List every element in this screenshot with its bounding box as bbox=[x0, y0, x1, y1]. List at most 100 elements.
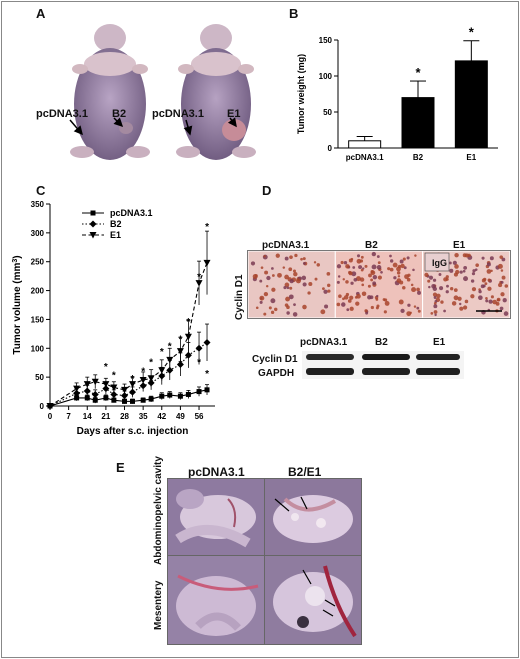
histo-nucleus-2-5 bbox=[445, 275, 449, 279]
histo-nucleus-2-77 bbox=[440, 300, 444, 304]
histo-nucleus-1-97 bbox=[372, 281, 377, 286]
histo-nucleus-2-84 bbox=[470, 294, 475, 299]
histo-nucleus-2-95 bbox=[451, 301, 457, 306]
histo-nucleus-1-21 bbox=[416, 287, 420, 292]
histo-col-2: B2 bbox=[365, 240, 378, 251]
histo-nucleus-2-58 bbox=[463, 305, 468, 310]
histo-nucleus-0-0 bbox=[289, 286, 293, 290]
histo-nucleus-0-37 bbox=[255, 306, 259, 310]
histo-nucleus-2-75 bbox=[449, 268, 454, 273]
histo-nucleus-2-55 bbox=[433, 296, 437, 299]
c-point-0-4 bbox=[103, 395, 109, 401]
histo-nucleus-0-15 bbox=[326, 271, 331, 276]
c-star-6: * bbox=[168, 341, 172, 352]
histo-nucleus-2-3 bbox=[443, 309, 446, 313]
c-line-2 bbox=[49, 262, 208, 407]
c-point-0-11 bbox=[167, 392, 173, 398]
c-point-0-5 bbox=[111, 397, 117, 403]
c-star-18: * bbox=[205, 369, 209, 380]
histo-row-label: Cyclin D1 bbox=[234, 274, 245, 320]
histo-nucleus-1-47 bbox=[410, 283, 414, 287]
c-point-0-14 bbox=[196, 389, 202, 395]
c-star-14: * bbox=[168, 366, 172, 377]
histo-nucleus-1-80 bbox=[376, 294, 379, 298]
arrow-a-ctrl-right bbox=[183, 119, 193, 136]
c-point-0-9 bbox=[148, 396, 154, 402]
c-point-0-2 bbox=[84, 395, 90, 401]
wb-band-gapdh-1 bbox=[306, 368, 354, 375]
histo-nucleus-2-1 bbox=[432, 278, 437, 282]
histo-nucleus-2-79 bbox=[428, 285, 431, 289]
c-point-1-6 bbox=[121, 392, 129, 400]
histo-nucleus-0-39 bbox=[284, 274, 289, 280]
c-ylabel: Tumor volume (mm3) bbox=[12, 255, 24, 354]
histo-nucleus-2-25 bbox=[453, 288, 458, 293]
histo-nucleus-2-91 bbox=[487, 286, 492, 291]
c-point-2-4 bbox=[102, 381, 110, 388]
histo-nucleus-2-21 bbox=[485, 299, 489, 303]
wb-row-1: Cyclin D1 bbox=[252, 354, 298, 365]
histo-nucleus-1-36 bbox=[356, 276, 361, 282]
histo-nucleus-1-22 bbox=[343, 295, 349, 300]
histo-nucleus-1-103 bbox=[352, 266, 356, 269]
c-point-1-15 bbox=[203, 339, 211, 347]
panel-label-d: D bbox=[262, 183, 272, 198]
histo-nucleus-0-22 bbox=[270, 310, 275, 315]
c-point-0-12 bbox=[177, 393, 183, 399]
histo-nucleus-0-20 bbox=[294, 253, 298, 258]
c-star-3: * bbox=[141, 366, 145, 377]
tumor-volume-chart: 0 50 100 150 200 250 300 350 0 7 14 21 28 35 42 49 56 Day… bbox=[12, 200, 215, 437]
histo-nucleus-2-71 bbox=[484, 282, 488, 286]
c-ytick-label-3: 150 bbox=[31, 315, 45, 324]
c-point-1-14 bbox=[195, 344, 203, 352]
histo-nucleus-0-59 bbox=[282, 266, 286, 269]
histo-nucleus-1-7 bbox=[346, 308, 350, 312]
histo-nucleus-1-27 bbox=[406, 277, 411, 282]
b-xtick-label-0: pcDNA3.1 bbox=[346, 153, 384, 162]
histo-nucleus-0-6 bbox=[259, 279, 263, 283]
histo-nucleus-2-54 bbox=[439, 286, 444, 291]
histo-nucleus-2-61 bbox=[463, 265, 468, 270]
histo-nucleus-1-94 bbox=[377, 275, 382, 280]
c-point-2-1 bbox=[73, 385, 81, 393]
histo-nucleus-1-12 bbox=[367, 295, 372, 300]
panel-label-e: E bbox=[116, 460, 125, 475]
histo-nucleus-0-38 bbox=[264, 270, 269, 275]
histo-nucleus-1-106 bbox=[364, 264, 368, 268]
histo-nucleus-0-35 bbox=[285, 296, 290, 302]
histo-nucleus-2-39 bbox=[500, 269, 504, 272]
histo-nucleus-2-32 bbox=[463, 276, 468, 282]
c-point-0-3 bbox=[92, 397, 98, 403]
e-col-2: B2/E1 bbox=[288, 465, 322, 479]
histo-nucleus-1-25 bbox=[356, 293, 361, 299]
c-star-7: * bbox=[178, 335, 182, 346]
histo-nucleus-2-103 bbox=[499, 306, 504, 311]
c-star-15: * bbox=[178, 359, 182, 370]
panel-label-c: C bbox=[36, 183, 46, 198]
arrow-e-5 bbox=[322, 609, 334, 617]
photo-e-b2e1-mesentery bbox=[264, 555, 362, 645]
histo-nucleus-1-83 bbox=[356, 254, 361, 258]
histo-nucleus-2-42 bbox=[438, 273, 442, 277]
histo-nucleus-2-64 bbox=[487, 278, 491, 282]
c-xtick-label-1: 7 bbox=[66, 412, 71, 421]
histo-nucleus-0-55 bbox=[322, 287, 325, 291]
histo-nucleus-0-42 bbox=[286, 311, 290, 315]
histo-nucleus-1-107 bbox=[342, 278, 345, 281]
histo-nucleus-2-86 bbox=[500, 280, 504, 284]
igg-inset-box bbox=[424, 252, 450, 272]
c-point-2-10 bbox=[158, 367, 166, 374]
histo-nucleus-2-80 bbox=[453, 295, 459, 301]
c-ylabel-end: ) bbox=[12, 255, 23, 258]
c-point-2-12 bbox=[176, 348, 184, 355]
histo-nucleus-1-50 bbox=[343, 261, 348, 265]
b-xtick-label-2: E1 bbox=[466, 153, 476, 162]
wb-col-2: B2 bbox=[375, 337, 388, 348]
panel-a-arrows bbox=[69, 117, 237, 136]
c-point-0-13 bbox=[185, 391, 191, 397]
histo-nucleus-2-37 bbox=[486, 269, 492, 274]
histo-nucleus-0-47 bbox=[289, 278, 294, 284]
c-point-2-15 bbox=[203, 259, 211, 267]
histo-nucleus-0-46 bbox=[301, 275, 307, 281]
